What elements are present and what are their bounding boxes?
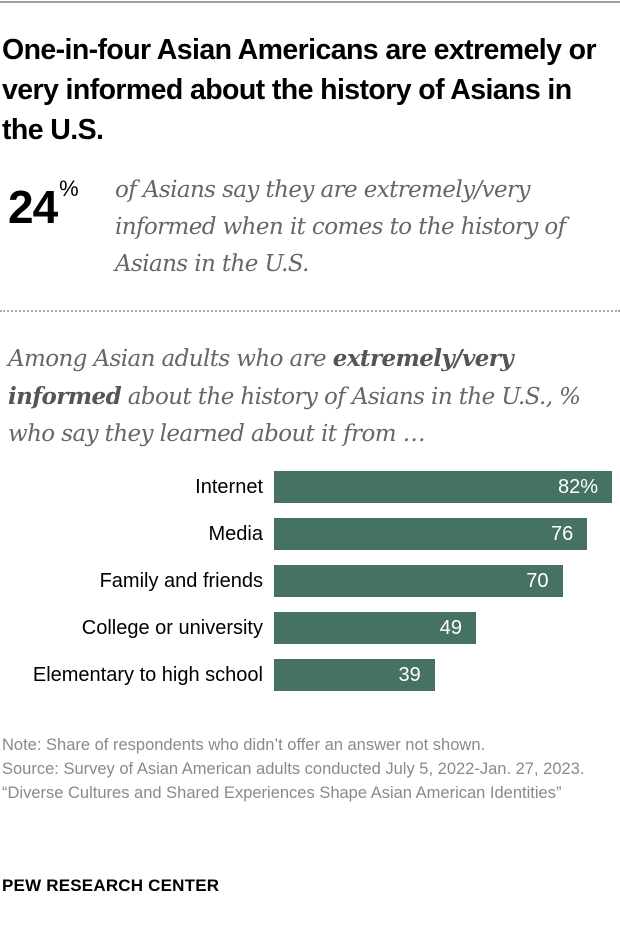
- bar-row: College or university 49: [0, 612, 620, 644]
- category-label: Internet: [195, 476, 263, 498]
- bar: [274, 518, 588, 550]
- bar: [274, 612, 476, 644]
- data-label: 82%: [557, 476, 598, 498]
- data-label: 76: [551, 523, 574, 545]
- data-label: 39: [398, 664, 421, 686]
- category-label: Family and friends: [99, 570, 263, 592]
- report-title: “Diverse Cultures and Shared Experiences…: [2, 784, 562, 802]
- notes: Note: Share of respondents who didn’t of…: [2, 733, 617, 805]
- bar: [274, 659, 435, 691]
- top-rule: [0, 1, 620, 3]
- bar-row: Media 76: [0, 518, 620, 550]
- note-text: Note: Share of respondents who didn’t of…: [2, 736, 486, 754]
- data-label: 49: [439, 617, 462, 639]
- dotted-divider: [0, 310, 620, 312]
- brand-logo: PEW RESEARCH CENTER: [2, 876, 220, 895]
- bar-row: Internet 82%: [0, 471, 620, 503]
- stat-value: 24%: [8, 176, 79, 234]
- chart-title: One-in-four Asian Americans are extremel…: [2, 34, 597, 146]
- bar-row: Family and friends 70: [0, 565, 620, 597]
- subtitle-bold: extremely/very informed: [8, 345, 514, 410]
- bar-row: Elementary to high school 39: [0, 659, 620, 691]
- stat-description: of Asians say they are extremely/very in…: [115, 177, 566, 277]
- subtitle-pre: Among Asian adults who are: [8, 346, 333, 372]
- stat-unit: %: [59, 176, 79, 201]
- bar: [274, 471, 612, 503]
- source-text: Source: Survey of Asian American adults …: [2, 760, 585, 778]
- category-label: Media: [208, 523, 263, 545]
- data-label: 70: [526, 570, 549, 592]
- stat-number: 24: [8, 181, 58, 233]
- bar: [274, 565, 563, 597]
- category-label: Elementary to high school: [32, 664, 263, 686]
- chart-subtitle: Among Asian adults who are extremely/ver…: [8, 340, 613, 453]
- category-label: College or university: [81, 617, 263, 639]
- subtitle-post: about the history of Asians in the U.S.,…: [8, 384, 581, 447]
